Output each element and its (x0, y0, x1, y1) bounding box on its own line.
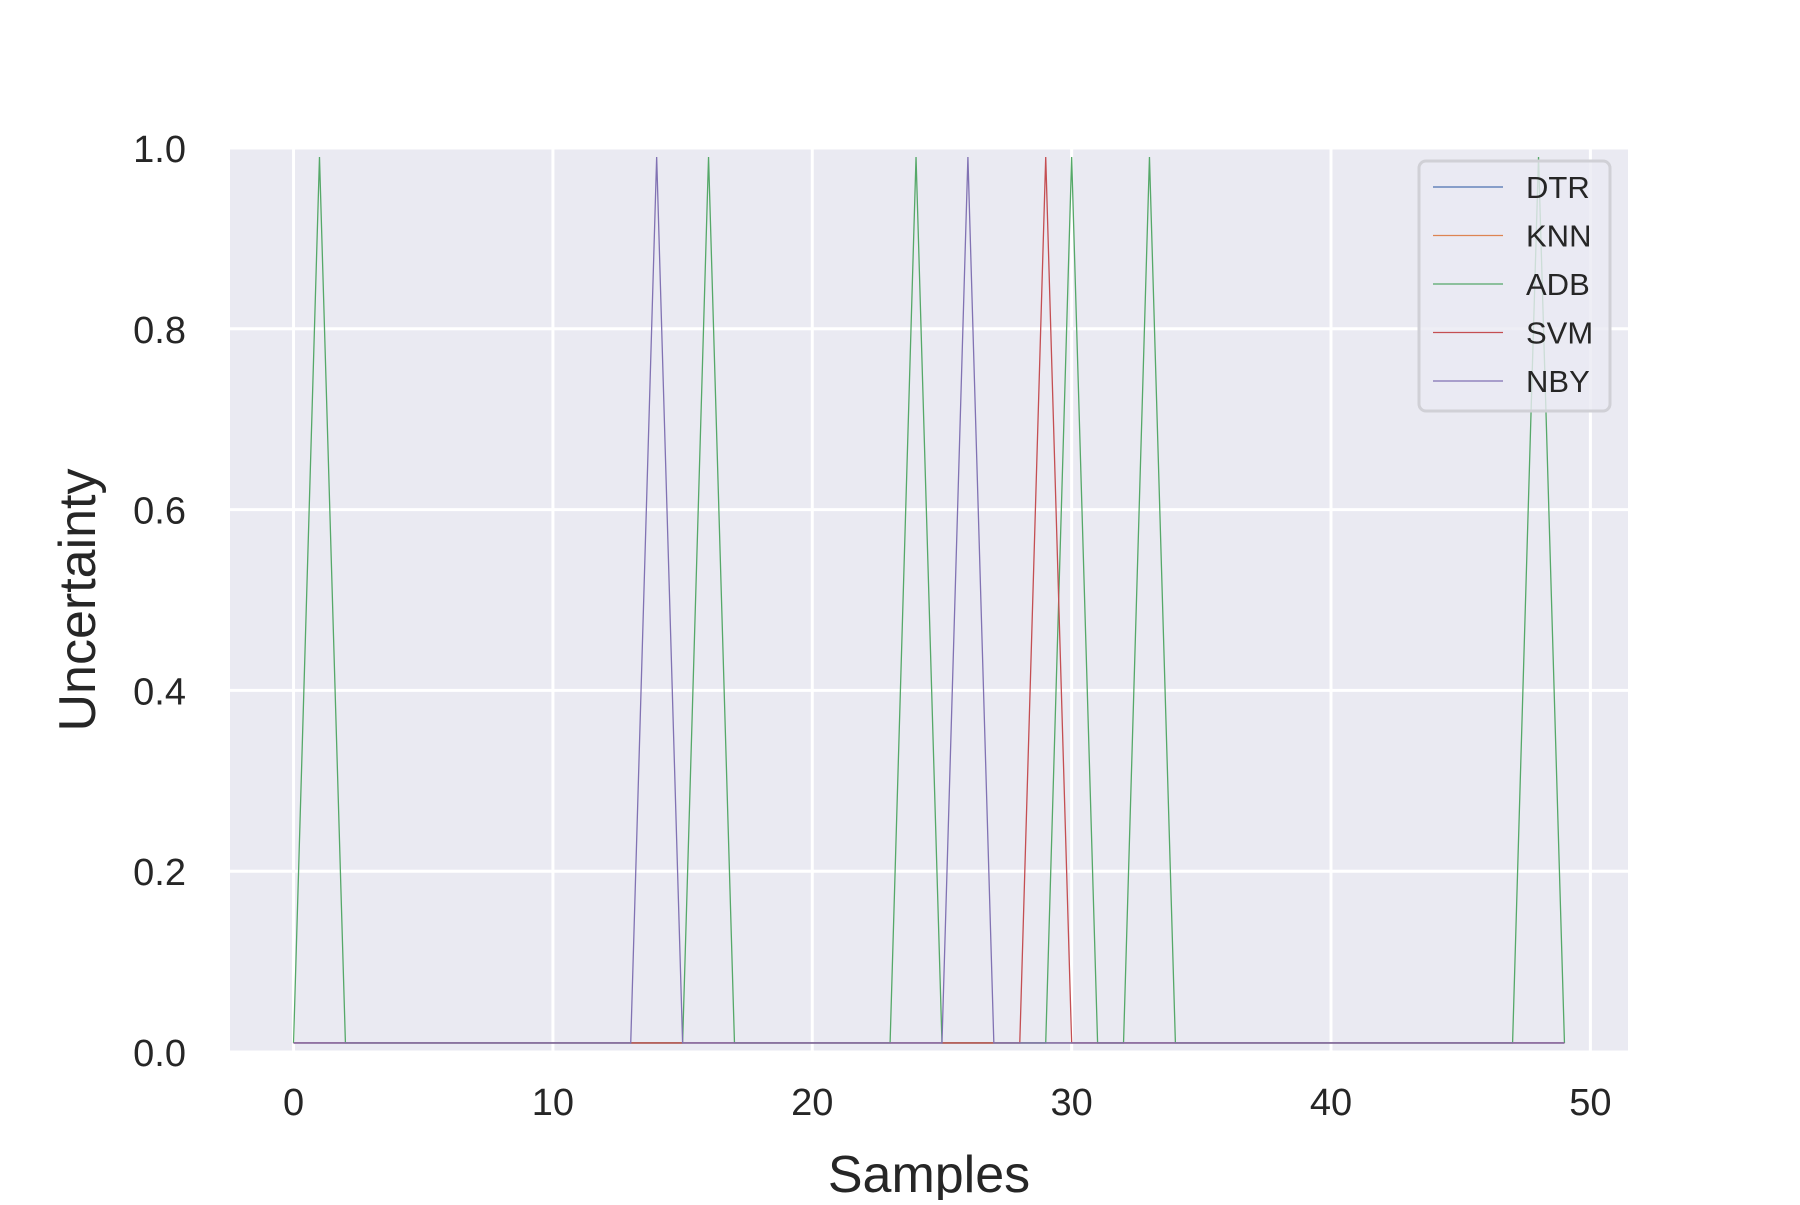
legend-label-adb: ADB (1526, 267, 1590, 302)
y-tick-label: 0.4 (133, 671, 186, 713)
x-tick-label: 30 (1051, 1082, 1093, 1124)
legend-label-dtr: DTR (1526, 170, 1590, 205)
y-tick-label: 1.0 (133, 129, 186, 171)
y-tick-label: 0.8 (133, 310, 186, 352)
y-tick-label: 0.0 (133, 1033, 186, 1075)
tick-labels: 0 10 20 30 40 50 0.0 0.2 0.4 0.6 0.8 1.0 (133, 129, 1611, 1124)
y-tick-label: 0.2 (133, 852, 186, 894)
x-tick-label: 10 (532, 1082, 574, 1124)
y-tick-label: 0.6 (133, 491, 186, 533)
series-line-nby (293, 157, 1565, 1044)
legend-label-svm: SVM (1526, 316, 1593, 351)
x-tick-label: 40 (1310, 1082, 1352, 1124)
legend-frame (1417, 159, 1612, 413)
x-tick-label: 20 (791, 1082, 833, 1124)
legend: DTR KNN ADB SVM NBY (1417, 159, 1612, 413)
legend-label-knn: KNN (1526, 219, 1591, 254)
x-axis-label: Samples (828, 1146, 1030, 1200)
y-axis-label: Uncertainty (49, 469, 107, 732)
series-lines (292, 157, 1566, 1044)
legend-label-nby: NBY (1526, 364, 1590, 399)
x-tick-label: 0 (283, 1082, 304, 1124)
x-tick-label: 50 (1569, 1082, 1611, 1124)
